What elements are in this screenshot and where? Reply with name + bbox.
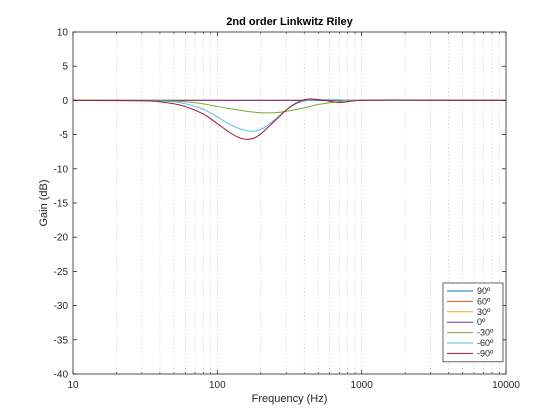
x-axis-label: Frequency (Hz) — [252, 393, 328, 405]
plot-background — [73, 32, 506, 374]
y-tick-label: -25 — [54, 267, 69, 278]
y-axis-label: Gain (dB) — [38, 179, 50, 226]
ticks: 10 100 1000 10000 10 5 0 -5 -10 -15 -20 -25 -30 -35 -4… — [54, 28, 521, 392]
y-tick-label: -30 — [54, 301, 69, 312]
legend-label: -30º — [477, 328, 494, 338]
x-tick-label: 10000 — [492, 380, 520, 391]
legend-label: 90º — [477, 286, 491, 296]
y-tick-label: 5 — [62, 62, 68, 73]
legend-label: -90º — [477, 348, 494, 358]
legend-label: 30º — [477, 307, 491, 317]
y-tick-label: -35 — [54, 335, 69, 346]
legend-label: 60º — [477, 296, 491, 306]
series-line-6 — [72, 98, 507, 140]
x-tick-label: 1000 — [351, 380, 374, 391]
y-tick-label: -20 — [54, 233, 69, 244]
x-tick-label: 100 — [209, 380, 226, 391]
legend-label: 0º — [477, 317, 486, 327]
series-line-5 — [72, 99, 507, 132]
y-tick-label: 0 — [62, 96, 68, 107]
y-tick-label: -40 — [54, 370, 69, 381]
series-group — [72, 98, 507, 140]
legend-label: -60º — [477, 338, 494, 348]
series-line-4 — [72, 99, 507, 114]
y-tick-label: -10 — [54, 164, 69, 175]
x-tick-label: 10 — [67, 380, 79, 391]
y-tick-label: 10 — [57, 28, 69, 39]
y-tick-label: -15 — [54, 199, 69, 210]
y-tick-label: -5 — [59, 130, 68, 141]
chart-title: 2nd order Linkwitz Riley — [226, 16, 353, 28]
